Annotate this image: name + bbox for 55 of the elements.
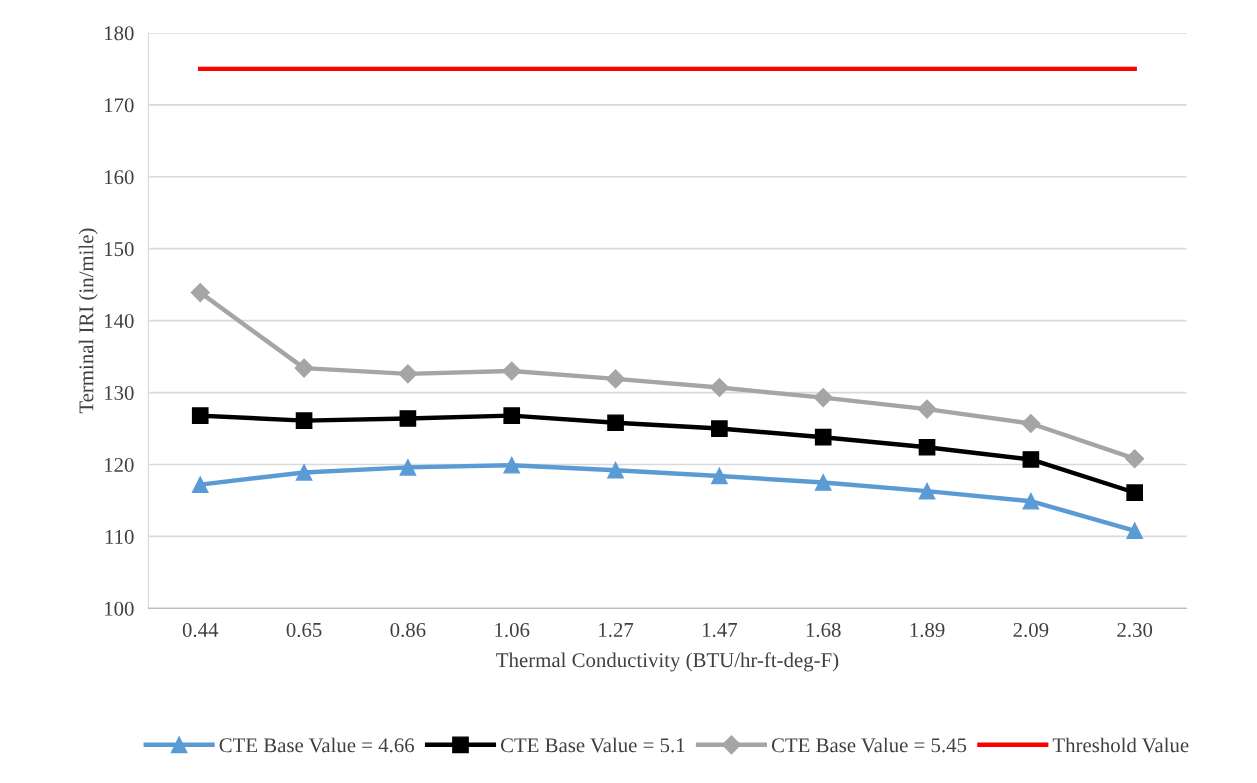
- point: [398, 364, 418, 384]
- point: [1125, 449, 1145, 469]
- point: [1022, 492, 1040, 510]
- point: [711, 420, 728, 437]
- y-tick-label: 180: [105, 26, 134, 41]
- point: [814, 474, 832, 491]
- point: [295, 464, 313, 481]
- legend-label: Threshold Value: [1052, 737, 1189, 753]
- x-tick-label: 1.47: [702, 622, 738, 638]
- legend-label: CTE Base Value = 5.1: [500, 737, 685, 753]
- point: [607, 414, 624, 432]
- y-tick-label: 120: [105, 457, 134, 472]
- point: [607, 461, 624, 479]
- point: [399, 459, 417, 476]
- x-tick-label: 0.44: [182, 622, 219, 638]
- point: [1022, 451, 1040, 468]
- point: [502, 361, 522, 381]
- point: [606, 369, 626, 389]
- point: [294, 358, 314, 378]
- point: [1021, 413, 1041, 434]
- point: [814, 428, 832, 446]
- point: [190, 283, 210, 303]
- y-tick-label: 130: [105, 385, 134, 401]
- point: [399, 410, 417, 427]
- point: [918, 438, 936, 456]
- x-tick-label: 2.09: [1013, 622, 1049, 638]
- point: [918, 482, 936, 500]
- point: [917, 399, 937, 419]
- point: [711, 467, 728, 485]
- point: [1126, 522, 1144, 540]
- y-tick-label: 140: [105, 314, 134, 329]
- point: [1126, 484, 1144, 501]
- point: [503, 456, 521, 474]
- x-axis-title: Thermal Conductivity (BTU/hr-ft-deg-F): [496, 652, 839, 672]
- x-tick-label: 1.68: [806, 622, 841, 638]
- point: [295, 412, 313, 429]
- legend-label: CTE Base Value = 4.66: [219, 737, 415, 753]
- point: [191, 476, 209, 493]
- legend-label: CTE Base Value = 5.45: [771, 737, 967, 753]
- y-axis-title: Terminal IRI (in/mile): [78, 228, 98, 414]
- point: [503, 407, 521, 424]
- y-tick-label: 160: [105, 170, 134, 185]
- point: [709, 378, 729, 398]
- x-tick-label: 1.89: [910, 622, 945, 638]
- point: [191, 407, 209, 424]
- point: [813, 388, 833, 408]
- x-tick-label: 0.86: [390, 622, 426, 638]
- y-tick-label: 150: [105, 242, 134, 257]
- y-tick-label: 170: [105, 98, 134, 113]
- y-tick-label: 110: [105, 529, 134, 544]
- y-tick-label: 100: [105, 601, 134, 616]
- x-tick-label: 1.06: [495, 622, 530, 638]
- x-tick-label: 1.27: [599, 622, 634, 638]
- x-tick-label: 0.65: [286, 622, 322, 638]
- x-tick-label: 2.30: [1117, 622, 1153, 638]
